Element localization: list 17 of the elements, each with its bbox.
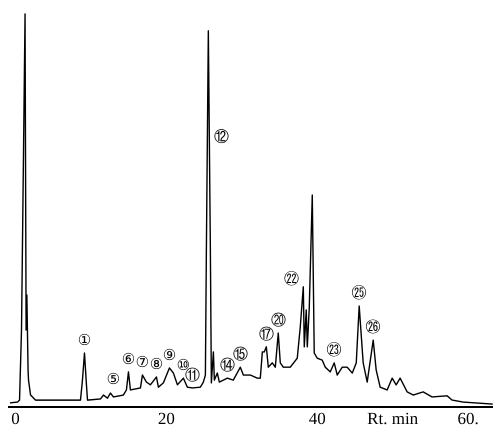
x-tick-label: 40	[308, 409, 326, 426]
annotation: ㉓	[326, 340, 342, 359]
x-tick-label: 20	[158, 409, 175, 426]
annotation: ①	[78, 331, 92, 350]
x-tick-label: 0	[11, 409, 20, 426]
annotation: ⑨	[162, 346, 176, 364]
annotation: ⑤	[106, 370, 120, 388]
annotation: ⑥	[122, 350, 136, 368]
annotation: ⑫	[214, 128, 229, 146]
x-axis-title: Rt. min	[367, 409, 419, 426]
annotation: ㉕	[352, 284, 367, 302]
annotation: ㉖	[366, 318, 381, 336]
annotation: ㉒	[284, 270, 299, 288]
x-tick-label: 60.	[457, 409, 479, 426]
annotation: ⑦	[136, 353, 150, 372]
annotation: ⑧	[150, 354, 164, 373]
annotation: ⑭	[220, 356, 235, 374]
